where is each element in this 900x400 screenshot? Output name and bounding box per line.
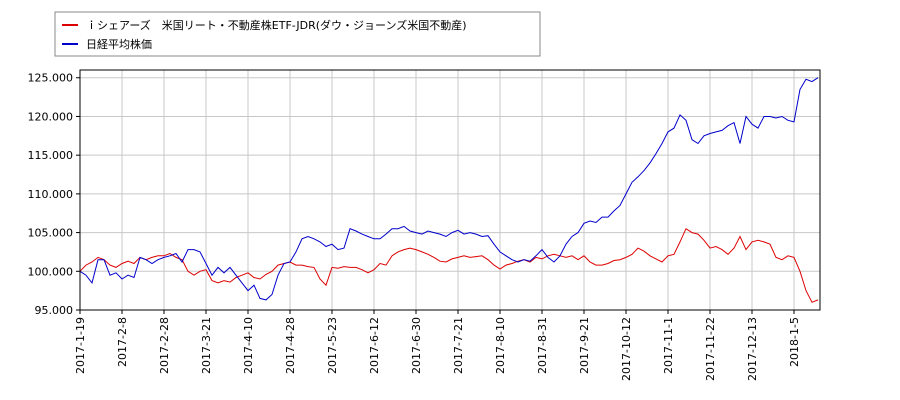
x-tick-label: 2017-4-10: [242, 317, 255, 374]
legend-label: ｉシェアーズ 米国リート・不動産株ETF-JDR(ダウ・ジョーンズ米国不動産): [86, 18, 467, 32]
x-tick-label: 2017-3-21: [200, 317, 213, 374]
x-tick-label: 2018-1-5: [788, 317, 801, 367]
x-tick-label: 2017-1-19: [74, 317, 87, 374]
x-tick-label: 2017-7-21: [452, 317, 465, 374]
labels: 95.000 100.000 105.000 110.000 115.000 120.00…: [28, 72, 802, 381]
y-tick-label: 120.000: [28, 110, 74, 123]
y-tick-label: 100.000: [28, 265, 74, 278]
x-tick-label: 2017-10-12: [620, 317, 633, 381]
y-tick-label: 110.000: [28, 188, 74, 201]
x-tick-label: 2017-6-12: [368, 317, 381, 374]
y-tick-label: 115.000: [28, 149, 74, 162]
legend-label: 日経平均株価: [86, 37, 152, 51]
x-tick-label: 2017-5-23: [326, 317, 339, 374]
legend-box: [54, 11, 541, 57]
y-tick-label: 125.000: [28, 72, 74, 85]
series-line: [79, 227, 819, 303]
x-tick-label: 2017-8-31: [536, 317, 549, 374]
x-tick-label: 2017-6-30: [410, 317, 423, 374]
legend: ｉシェアーズ 米国リート・不動産株ETF-JDR(ダウ・ジョーンズ米国不動産) 日…: [62, 18, 467, 51]
x-tick-label: 2017-11-1: [662, 317, 675, 374]
x-tick-label: 2017-9-21: [578, 317, 591, 374]
plot-frame: [79, 69, 821, 311]
lines: [79, 77, 819, 303]
x-tick-label: 2017-2-8: [116, 317, 129, 367]
x-tick-label: 2017-11-22: [704, 317, 717, 381]
series-line: [79, 77, 819, 301]
x-tick-label: 2017-8-10: [494, 317, 507, 374]
x-tick-label: 2017-12-13: [746, 317, 759, 381]
y-tick-label: 105.000: [28, 227, 74, 240]
x-tick-label: 2017-4-28: [284, 317, 297, 374]
y-tick-label: 95.000: [35, 304, 74, 317]
x-tick-label: 2017-2-28: [158, 317, 171, 374]
grid: [79, 70, 820, 311]
